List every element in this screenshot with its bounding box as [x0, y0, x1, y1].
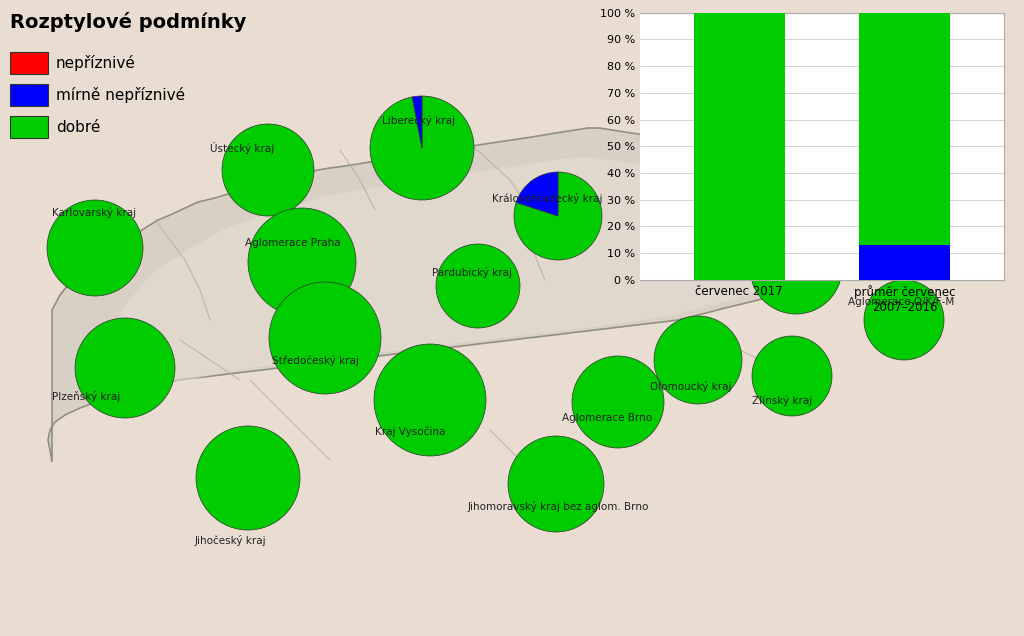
Wedge shape — [374, 344, 486, 456]
Wedge shape — [370, 96, 474, 200]
Text: Rozptylové podmínky: Rozptylové podmínky — [10, 12, 247, 32]
Wedge shape — [47, 200, 143, 296]
Polygon shape — [48, 116, 975, 462]
Wedge shape — [654, 316, 742, 404]
Text: Zlínský kraj: Zlínský kraj — [752, 394, 812, 406]
Text: Královéhradecký kraj: Královéhradecký kraj — [492, 193, 602, 204]
Bar — [693, 13, 784, 280]
Text: Karlovarský kraj: Karlovarský kraj — [52, 207, 136, 218]
Wedge shape — [436, 244, 520, 328]
Text: nepříznivé: nepříznivé — [56, 55, 136, 71]
Text: Plzeňský kraj: Plzeňský kraj — [52, 391, 120, 401]
Text: Moravskoslezský kraj bez aglom. O/K/F-M: Moravskoslezský kraj bez aglom. O/K/F-M — [642, 249, 857, 259]
Bar — [10, 116, 48, 138]
Wedge shape — [750, 222, 842, 314]
Bar — [10, 84, 48, 106]
Text: mírně nepříznivé: mírně nepříznivé — [56, 87, 185, 103]
Text: Aglomerace Praha: Aglomerace Praha — [245, 238, 341, 248]
Wedge shape — [248, 208, 356, 316]
Text: Jihočeský kraj: Jihočeský kraj — [195, 534, 266, 546]
Wedge shape — [752, 336, 831, 416]
Bar — [859, 245, 950, 280]
Wedge shape — [514, 172, 602, 260]
Wedge shape — [413, 96, 422, 148]
Polygon shape — [120, 148, 903, 430]
Wedge shape — [196, 426, 300, 530]
Text: Kraj Vysočina: Kraj Vysočina — [375, 427, 445, 438]
Wedge shape — [508, 436, 604, 532]
Text: dobré: dobré — [56, 120, 100, 134]
Wedge shape — [269, 282, 381, 394]
Wedge shape — [572, 356, 664, 448]
Text: Aglomerace O/K/F-M: Aglomerace O/K/F-M — [848, 297, 954, 307]
Text: Jihomoravský kraj bez aglom. Brno: Jihomoravský kraj bez aglom. Brno — [468, 501, 649, 511]
Text: Aglomerace Brno: Aglomerace Brno — [562, 413, 652, 423]
Text: Pardubický kraj: Pardubický kraj — [432, 266, 512, 277]
Text: Středočeský kraj: Středočeský kraj — [272, 354, 358, 366]
Text: Liberecký kraj: Liberecký kraj — [382, 114, 455, 125]
Bar — [10, 52, 48, 74]
Wedge shape — [516, 172, 558, 216]
Wedge shape — [75, 318, 175, 418]
Text: Ústecký kraj: Ústecký kraj — [210, 142, 274, 154]
Wedge shape — [864, 280, 944, 360]
Bar — [859, 13, 950, 245]
Text: Olomoucký kraj: Olomoucký kraj — [650, 380, 731, 392]
Wedge shape — [222, 124, 314, 216]
